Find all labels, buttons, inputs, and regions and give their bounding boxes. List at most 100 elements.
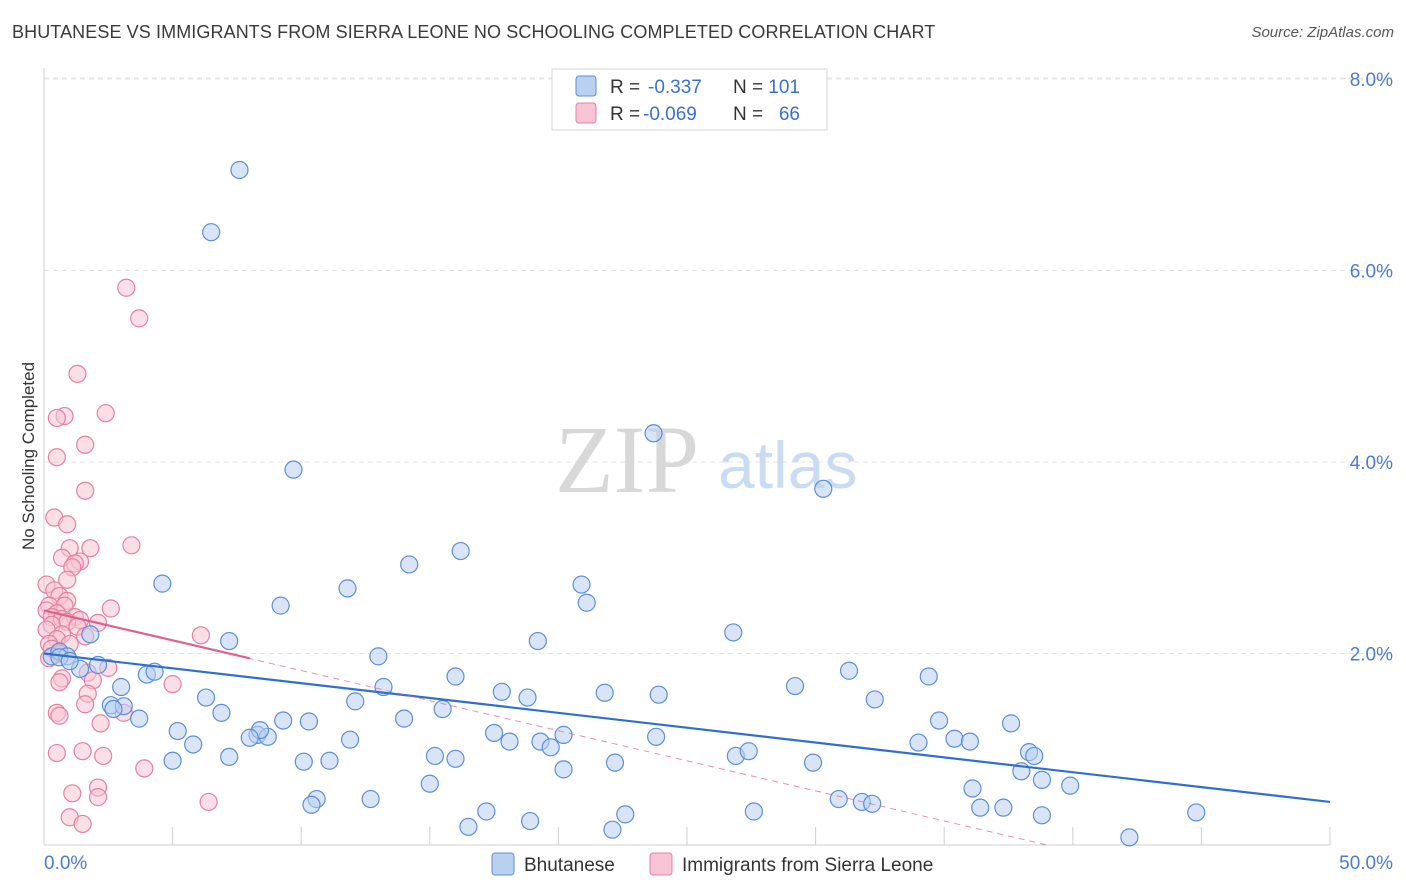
x-tick-label-max: 50.0% [1339, 853, 1393, 874]
data-point-bhutanese [130, 709, 149, 728]
y-tick-label: 6.0% [1350, 262, 1393, 283]
data-point-bhutanese [299, 712, 319, 731]
data-point-bhutanese [1061, 776, 1080, 795]
data-point-bhutanese [528, 631, 547, 651]
y-tick-label: 2.0% [1350, 645, 1393, 666]
data-point-bhutanese [518, 688, 537, 707]
data-point-bhutanese [1120, 828, 1139, 847]
data-point-bhutanese [541, 738, 560, 757]
data-point-bhutanese [554, 725, 573, 744]
legend-r-label-1: R = [610, 77, 640, 98]
data-point-bhutanese [346, 692, 365, 711]
data-point-sierra-leone [163, 675, 182, 694]
data-point-bhutanese [909, 733, 928, 752]
data-point-bhutanese [81, 625, 100, 644]
data-point-bhutanese [112, 677, 131, 697]
data-point-sierra-leone [58, 570, 77, 589]
data-point-bhutanese [994, 798, 1013, 817]
trend-line-sierra-leone [43, 609, 251, 660]
data-point-bhutanese [814, 479, 833, 498]
data-point-bhutanese [492, 682, 511, 701]
legend-swatch-pink [575, 102, 597, 124]
data-point-bhutanese [220, 747, 239, 767]
data-point-bhutanese [184, 735, 203, 754]
trend-line-sierra-leone-extended [43, 609, 1048, 846]
stats-legend: R = -0.337 N = 101 R = -0.069 N = 66 [551, 68, 828, 131]
data-point-bhutanese [647, 727, 666, 746]
data-point-sierra-leone [63, 784, 82, 803]
data-point-bhutanese [230, 160, 249, 180]
legend-n-label-2: N = [733, 104, 763, 125]
data-point-bhutanese [168, 721, 187, 741]
data-point-bhutanese [394, 709, 414, 728]
data-point-bhutanese [320, 751, 339, 770]
data-point-sierra-leone [81, 539, 100, 558]
data-point-sierra-leone [117, 278, 136, 297]
data-point-bhutanese [369, 647, 388, 666]
data-point-bhutanese [302, 795, 321, 814]
data-point-bhutanese [338, 579, 357, 598]
data-point-bhutanese [400, 555, 419, 574]
data-point-bhutanese [220, 631, 239, 651]
data-point-sierra-leone [50, 673, 69, 692]
data-point-bhutanese [919, 667, 938, 686]
data-point-bhutanese [644, 424, 663, 443]
data-point-bhutanese [196, 688, 216, 707]
legend-r-label-2: R = [610, 104, 640, 125]
data-point-bhutanese [240, 728, 259, 747]
data-point-bhutanese [945, 729, 964, 748]
data-point-sierra-leone [76, 695, 95, 714]
data-point-sierra-leone [135, 759, 154, 778]
data-point-bhutanese [340, 730, 360, 749]
chart-title: BHUTANESE VS IMMIGRANTS FROM SIERRA LEON… [12, 22, 936, 42]
data-point-bhutanese [459, 817, 478, 836]
data-point-sierra-leone [47, 448, 66, 467]
data-point-bhutanese [739, 742, 758, 761]
watermark-atlas: atlas [718, 428, 857, 502]
data-point-bhutanese [963, 779, 982, 798]
data-point-sierra-leone [50, 706, 69, 725]
data-point-bhutanese [212, 703, 231, 722]
data-point-bhutanese [446, 667, 465, 686]
bottom-legend-label-bhutanese: Bhutanese [524, 855, 615, 876]
data-point-bhutanese [446, 749, 465, 768]
data-point-bhutanese [1032, 806, 1052, 825]
data-point-sierra-leone [96, 404, 115, 423]
data-point-sierra-leone [47, 743, 66, 763]
trend-line-bhutanese [43, 652, 1331, 804]
data-point-bhutanese [420, 774, 439, 793]
data-point-sierra-leone [101, 599, 120, 618]
data-point-bhutanese [649, 685, 668, 704]
data-point-bhutanese [960, 732, 980, 751]
data-point-bhutanese [202, 223, 221, 242]
y-tick-label: 4.0% [1350, 453, 1393, 474]
data-point-bhutanese [603, 820, 622, 839]
data-point-sierra-leone [73, 814, 92, 834]
data-point-bhutanese [971, 798, 990, 817]
data-point-bhutanese [104, 699, 123, 719]
legend-n-value-2: 66 [779, 104, 800, 125]
data-point-bhutanese [595, 683, 614, 702]
data-point-bhutanese [451, 541, 470, 561]
data-point-bhutanese [605, 753, 625, 772]
y-tick-labels: 2.0% 4.0% 6.0% 8.0% [1350, 70, 1393, 666]
data-point-bhutanese [1187, 803, 1206, 822]
data-point-bhutanese [284, 460, 303, 479]
bottom-legend-swatch-pink [649, 852, 673, 876]
data-point-bhutanese [1001, 714, 1021, 733]
legend-n-value-1: 101 [768, 77, 800, 98]
data-point-bhutanese [500, 732, 519, 751]
data-point-sierra-leone [47, 408, 66, 428]
data-point-bhutanese [829, 789, 848, 809]
y-axis-title: No Schooling Completed [19, 362, 38, 550]
bottom-legend: Bhutanese Immigrants from Sierra Leone [491, 852, 933, 876]
data-point-sierra-leone [68, 364, 87, 384]
data-point-bhutanese [425, 746, 445, 766]
bottom-legend-label-sierra-leone: Immigrants from Sierra Leone [682, 855, 933, 876]
x-tick-label-min: 0.0% [44, 853, 87, 874]
y-tick-label: 8.0% [1350, 70, 1393, 91]
data-point-bhutanese [153, 574, 172, 593]
trend-lines [43, 609, 1331, 846]
x-axis-ticks [43, 827, 1331, 845]
data-point-bhutanese [521, 811, 540, 831]
